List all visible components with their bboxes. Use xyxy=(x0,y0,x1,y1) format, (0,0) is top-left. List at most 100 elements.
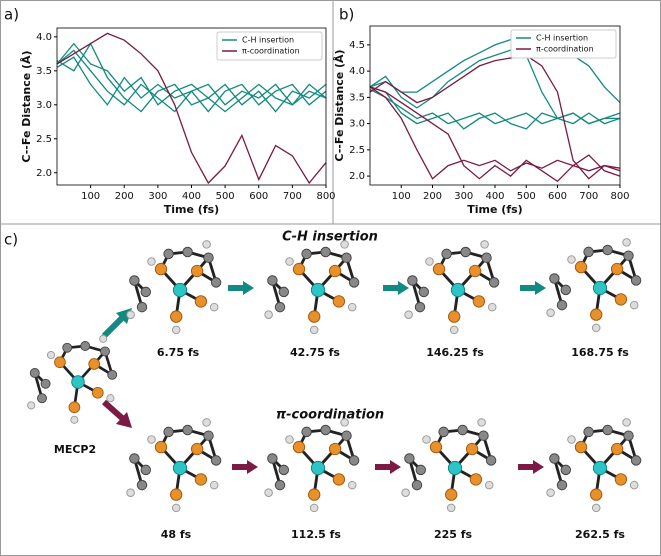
atom-h xyxy=(401,488,410,497)
atom-c xyxy=(129,453,140,464)
x-tick-label: 200 xyxy=(115,191,134,202)
atom-h xyxy=(425,257,434,266)
arrow-head xyxy=(535,281,546,295)
y-tick-label: 4.0 xyxy=(36,32,52,43)
atom-h xyxy=(446,503,456,513)
atom-p xyxy=(88,358,101,370)
atom-p xyxy=(308,488,321,501)
panel-label: a) xyxy=(4,6,19,24)
atom-p xyxy=(468,264,482,278)
atom-h xyxy=(546,308,555,317)
atom-h xyxy=(340,240,349,249)
molecule xyxy=(27,334,118,424)
atom-c xyxy=(210,455,222,466)
atom-c xyxy=(210,277,222,288)
atom-c xyxy=(630,275,642,286)
atom-h xyxy=(27,401,36,410)
atom-p xyxy=(590,488,603,501)
series-line xyxy=(56,56,327,113)
x-axis-label: Time (fs) xyxy=(467,203,522,216)
molecule xyxy=(126,418,222,513)
start-label: MECP2 xyxy=(54,443,96,456)
atom-h xyxy=(546,488,555,497)
x-tick-label: 700 xyxy=(579,191,598,202)
molecule xyxy=(126,240,222,335)
atom-c xyxy=(267,453,278,464)
y-tick-label: 2.5 xyxy=(36,134,52,145)
atom-c xyxy=(80,341,91,351)
atom-c xyxy=(274,301,286,313)
x-tick-label: 500 xyxy=(216,191,235,202)
molecule xyxy=(546,418,642,513)
molecule xyxy=(404,240,500,335)
atom-h xyxy=(340,418,349,427)
atom-h xyxy=(126,310,135,319)
atom-p xyxy=(472,295,486,308)
arrow-head xyxy=(247,460,258,474)
atom-p xyxy=(308,310,321,323)
atom-fe xyxy=(592,460,608,476)
atom-p xyxy=(292,440,306,454)
atom-c xyxy=(100,346,110,357)
atom-c xyxy=(415,464,427,476)
y-tick-label: 3.0 xyxy=(349,119,365,130)
atom-fe xyxy=(450,282,466,298)
atom-h xyxy=(591,503,601,513)
atom-p xyxy=(332,473,346,486)
frame-label: 168.75 fs xyxy=(571,346,629,359)
atom-h xyxy=(209,480,219,490)
atom-p xyxy=(194,295,208,308)
atom-h xyxy=(591,323,601,333)
atom-c xyxy=(37,393,47,404)
x-tick-label: 400 xyxy=(485,191,504,202)
atom-h xyxy=(126,488,135,497)
atom-h xyxy=(209,302,219,312)
atom-h xyxy=(480,240,489,249)
atom-c xyxy=(107,369,118,380)
x-tick-label: 700 xyxy=(283,191,302,202)
molecule xyxy=(264,240,360,335)
atom-h xyxy=(477,418,486,427)
atom-p xyxy=(574,440,588,454)
series-line xyxy=(56,32,327,185)
arrow-head xyxy=(398,281,409,295)
atom-h xyxy=(70,415,79,424)
atom-c xyxy=(441,248,452,260)
molecule xyxy=(401,418,497,513)
atom-p xyxy=(91,386,104,399)
row-title: C-H insertion xyxy=(282,230,378,245)
atom-h xyxy=(171,503,181,513)
atom-fe xyxy=(71,375,85,389)
atom-c xyxy=(556,299,568,311)
atom-c xyxy=(348,455,360,466)
atom-c xyxy=(29,368,40,378)
atom-c xyxy=(556,479,568,491)
atom-c xyxy=(583,426,594,438)
atom-c xyxy=(414,301,426,313)
atom-c xyxy=(203,252,214,263)
atom-p xyxy=(68,401,81,414)
atom-c xyxy=(560,464,572,476)
atom-p xyxy=(170,488,183,501)
atom-h xyxy=(106,394,115,403)
atom-c xyxy=(481,252,492,263)
legend-label: π-coordination xyxy=(536,45,594,54)
atom-h xyxy=(202,240,211,249)
y-tick-label: 4.0 xyxy=(349,66,365,77)
atom-p xyxy=(610,442,624,456)
atom-fe xyxy=(310,460,326,476)
atom-h xyxy=(567,435,576,444)
atom-c xyxy=(182,424,193,436)
atom-c xyxy=(136,479,148,491)
series-line xyxy=(369,88,620,125)
atom-p xyxy=(328,264,342,278)
atom-c xyxy=(407,275,418,286)
y-tick-label: 2.0 xyxy=(36,168,52,179)
atom-c xyxy=(549,453,560,464)
legend-label: C-H insertion xyxy=(536,34,588,43)
atom-h xyxy=(264,310,273,319)
atom-c xyxy=(488,277,500,288)
atom-p xyxy=(432,262,446,276)
atom-p xyxy=(574,260,588,274)
